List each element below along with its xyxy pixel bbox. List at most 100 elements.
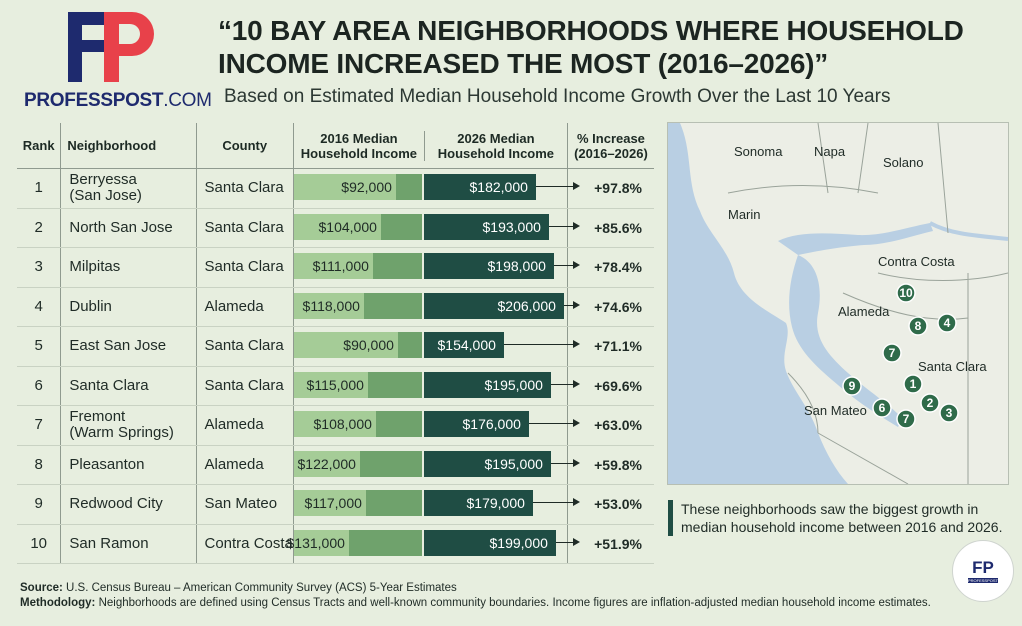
income-table: Rank Neighborhood County 2016 Median Hous… xyxy=(17,123,654,564)
map-note: These neighborhoods saw the biggest grow… xyxy=(668,500,1011,536)
map-marker-2: 2 xyxy=(920,393,940,413)
bar-2016-income: $115,000 xyxy=(293,371,422,398)
percent-increase-cell: +63.0% xyxy=(566,405,654,446)
county-cell: Santa Clara xyxy=(195,168,294,209)
table-row: 1 Berryessa (San Jose) Santa Clara $92,000 $1… xyxy=(17,168,654,209)
brand-badge: FP PROFESSPOST xyxy=(952,540,1014,602)
neighborhood-cell: East San Jose xyxy=(60,326,196,367)
county-cell: Alameda xyxy=(195,405,294,446)
page-subtitle: Based on Estimated Median Household Inco… xyxy=(224,86,891,107)
percent-increase-cell: +59.8% xyxy=(566,445,654,485)
table-header-row: Rank Neighborhood County 2016 Median Hous… xyxy=(17,123,654,169)
brand-domain: .COM xyxy=(163,90,212,111)
rank-cell: 8 xyxy=(17,445,61,485)
county-cell: Alameda xyxy=(195,445,294,485)
bar-2026-income: $195,000 xyxy=(423,450,551,477)
rank-cell: 3 xyxy=(17,247,61,288)
percent-increase-cell: +53.0% xyxy=(566,484,654,525)
bar-2016-label: $117,000 xyxy=(304,495,362,511)
bar-2016-income: $92,000 xyxy=(293,174,422,200)
county-cell: Santa Clara xyxy=(195,326,294,367)
header-rank: Rank xyxy=(17,123,61,169)
growth-arrow xyxy=(550,379,580,388)
income-bars-cell: $118,000 $206,000 xyxy=(292,287,580,327)
rank-cell: 4 xyxy=(17,287,61,327)
neighborhood-cell: San Ramon xyxy=(60,524,196,564)
bar-2016-label: $111,000 xyxy=(312,258,369,274)
footer: Source: U.S. Census Bureau – American Co… xyxy=(20,581,931,611)
neighborhood-name: Milpitas xyxy=(69,258,121,276)
bar-2026-income: $198,000 xyxy=(423,253,554,279)
map-marker-10: 10 xyxy=(896,283,916,303)
table-row: 7 Fremont (Warm Springs) Alameda $108,000 $17… xyxy=(17,405,654,446)
table-row: 4 Dublin Alameda $118,000 $206,000 +74.6% xyxy=(17,287,654,327)
bar-2016-income: $90,000 xyxy=(293,332,422,358)
svg-text:7: 7 xyxy=(903,412,910,426)
svg-text:4: 4 xyxy=(944,316,951,330)
header-increase: % Increase (2016–2026) xyxy=(566,123,654,169)
table-body: 1 Berryessa (San Jose) Santa Clara $92,000 $1… xyxy=(17,168,654,564)
map-marker-4: 4 xyxy=(937,313,957,333)
income-bars-cell: $108,000 $176,000 xyxy=(292,405,580,446)
neighborhood-name: East San Jose xyxy=(69,337,167,355)
bar-2016-income: $108,000 xyxy=(293,411,422,437)
growth-arrow xyxy=(550,458,580,467)
map-label-santa-clara: Santa Clara xyxy=(918,359,987,374)
map-marker-9: 9 xyxy=(842,376,862,396)
bar-2026-income: $195,000 xyxy=(423,371,551,398)
income-bars-cell: $90,000 $154,000 xyxy=(292,326,580,367)
county-cell: Santa Clara xyxy=(195,208,294,248)
bar-2016-accent xyxy=(367,371,422,398)
growth-arrow xyxy=(548,221,580,230)
bar-2016-label: $131,000 xyxy=(286,534,345,551)
badge-caption: PROFESSPOST xyxy=(968,578,999,583)
bar-2016-label: $104,000 xyxy=(318,218,377,235)
rank-cell: 5 xyxy=(17,326,61,367)
map-label-contra-costa: Contra Costa xyxy=(878,254,955,269)
bar-2016-accent xyxy=(397,332,422,358)
neighborhood-cell: Fremont (Warm Springs) xyxy=(60,405,196,446)
rank-cell: 2 xyxy=(17,208,61,248)
brand-logo: PROFESSPOST.COM xyxy=(24,10,212,111)
county-cell: San Mateo xyxy=(195,484,294,525)
bar-2016-accent xyxy=(395,174,422,200)
percent-increase-cell: +85.6% xyxy=(566,208,654,248)
bar-2016-income: $122,000 xyxy=(293,450,422,477)
rank-cell: 1 xyxy=(17,168,61,209)
fp-logo-mark xyxy=(68,12,154,82)
header-neighborhood: Neighborhood xyxy=(60,123,196,169)
badge-monogram: FP xyxy=(972,558,994,577)
bar-2026-income: $154,000 xyxy=(423,332,504,358)
neighborhood-cell: Redwood City xyxy=(60,484,196,525)
map-marker-3: 3 xyxy=(939,403,959,423)
svg-text:9: 9 xyxy=(849,379,856,393)
bar-2016-accent xyxy=(372,253,422,279)
svg-text:7: 7 xyxy=(889,346,896,360)
percent-increase-cell: +51.9% xyxy=(566,524,654,564)
san-francisco-bay xyxy=(789,255,903,427)
bar-2016-label: $108,000 xyxy=(313,416,372,432)
neighborhood-name: San Ramon xyxy=(69,534,149,552)
svg-text:8: 8 xyxy=(915,319,922,333)
bar-2016-income: $104,000 xyxy=(293,213,422,240)
bar-2016-label: $122,000 xyxy=(297,455,356,472)
header-income-2026: 2026 Median Household Income xyxy=(423,130,567,161)
map-marker-7-south: 7 xyxy=(896,409,916,429)
rank-cell: 9 xyxy=(17,484,61,525)
neighborhood-name: (Warm Springs) xyxy=(69,424,174,442)
percent-increase-cell: +74.6% xyxy=(566,287,654,327)
growth-arrow xyxy=(553,261,580,269)
neighborhood-name: North San Jose xyxy=(69,218,173,236)
table-row: 3 Milpitas Santa Clara $111,000 $198,000 +78.… xyxy=(17,247,654,288)
brand-name: PROFESSPOST xyxy=(24,90,164,111)
bar-2026-income: $193,000 xyxy=(423,213,549,240)
badge-graphic: FP PROFESSPOST xyxy=(968,558,999,583)
map-label-napa: Napa xyxy=(814,144,846,159)
percent-increase-cell: +78.4% xyxy=(566,247,654,288)
bar-2026-income: $182,000 xyxy=(423,174,536,200)
bar-2026-income: $176,000 xyxy=(423,411,529,437)
bar-2016-income: $117,000 xyxy=(293,490,422,516)
income-bars-cell: $131,000 $199,000 xyxy=(287,524,580,564)
growth-arrow xyxy=(535,182,580,190)
bar-2026-income: $179,000 xyxy=(423,490,533,516)
